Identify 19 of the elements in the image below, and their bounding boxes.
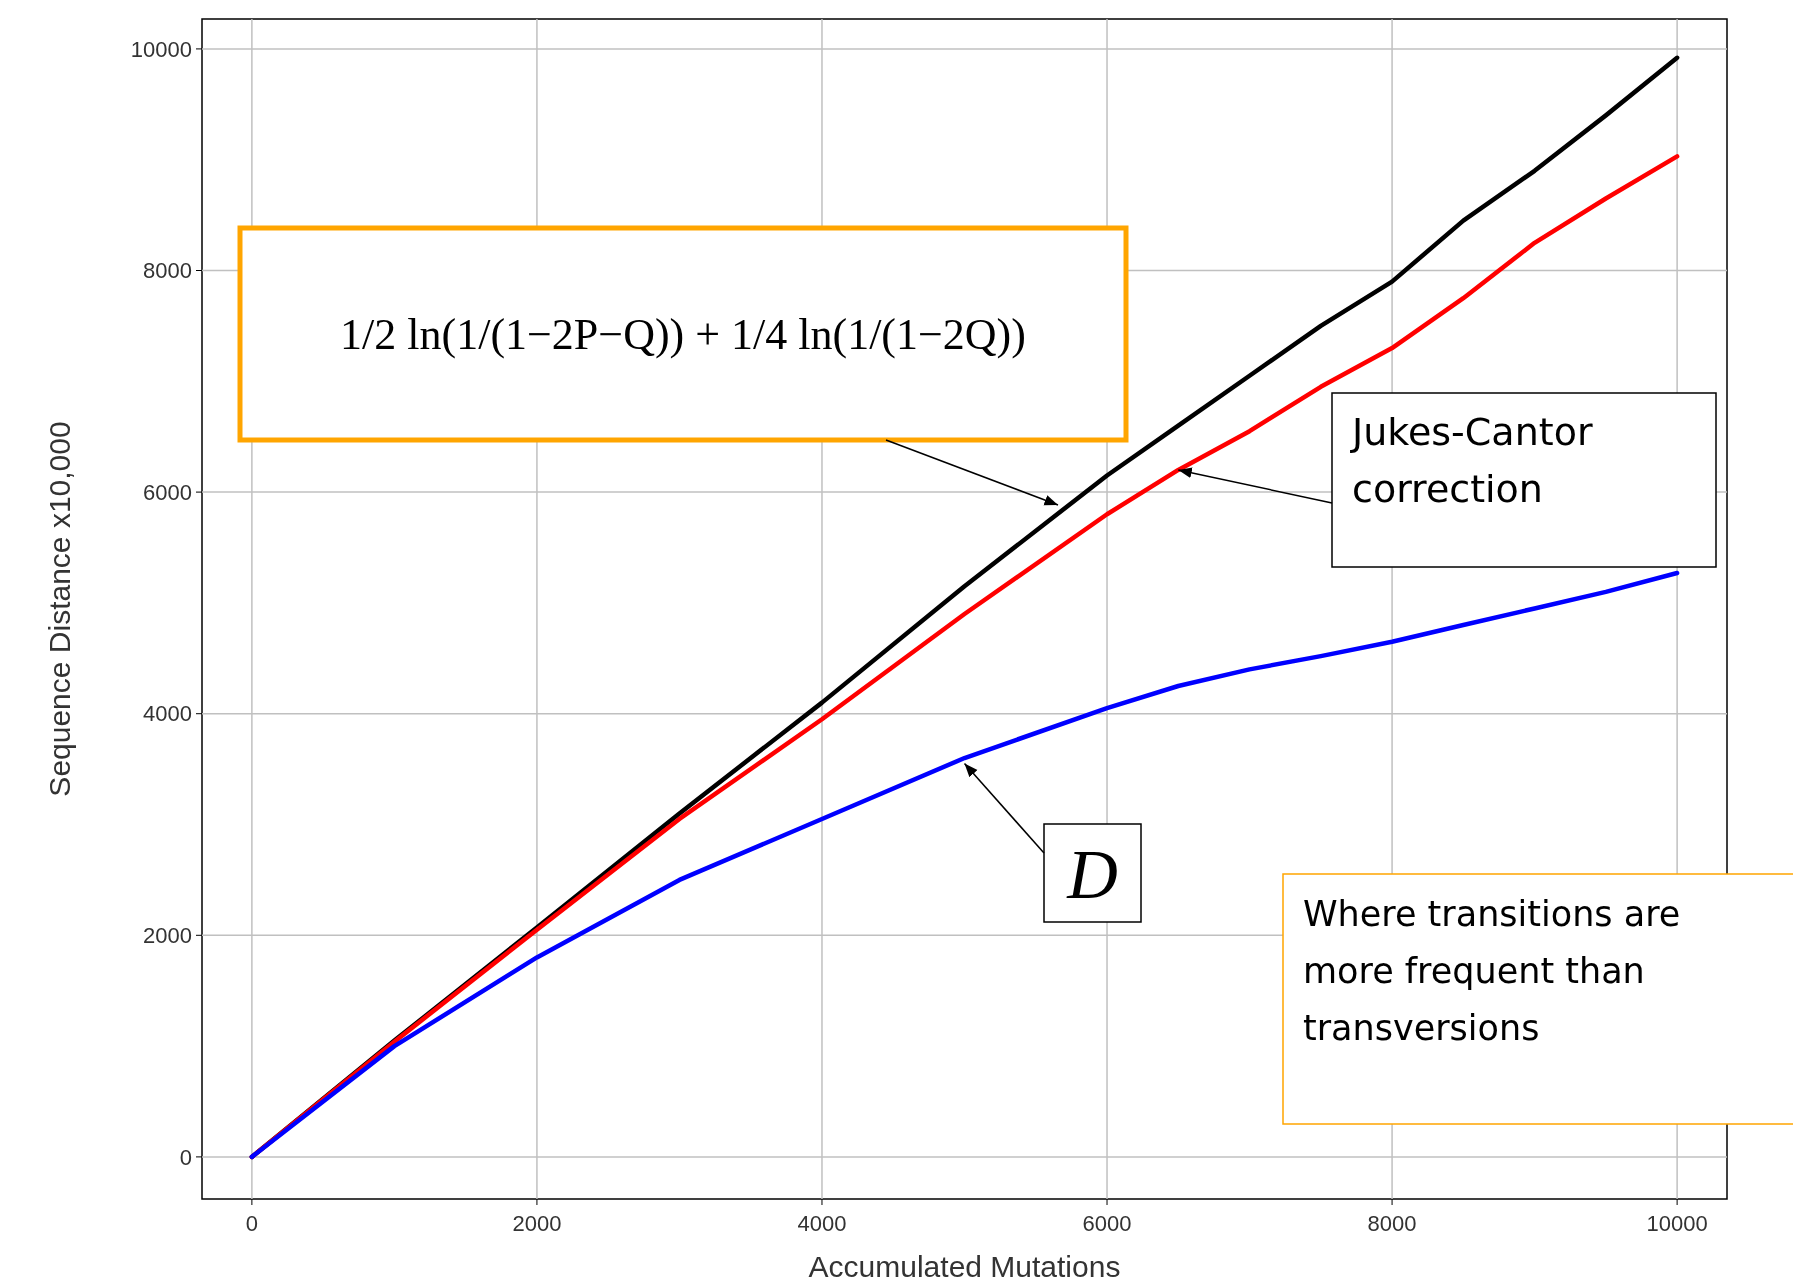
annotation: Where transitions are more frequent than transversions (1303, 894, 1681, 1048)
y-axis-title: Sequence Distance x10,000 (43, 421, 76, 797)
x-tick-label: 10000 (1646, 1211, 1708, 1236)
annotation: 1/2 ln(1/(1−2P−Q)) + 1/4 ln(1/(1−2Q)) (340, 310, 1026, 360)
y-tick-label: 10000 (130, 36, 192, 62)
annotation: D (1066, 835, 1118, 913)
x-tick-label: 2000 (512, 1211, 562, 1236)
y-tick-label: 2000 (143, 923, 192, 948)
x-tick-label: 6000 (1082, 1211, 1132, 1236)
line-series (249, 570, 1680, 1160)
y-tick-label: 8000 (143, 258, 192, 284)
annotation: Jukes-Cantor correction (1350, 410, 1593, 511)
x-tick-label: 0 (245, 1211, 259, 1236)
y-tick-label: 4000 (143, 701, 192, 727)
y-tick-label: 0 (179, 1144, 192, 1170)
x-tick-label: 4000 (797, 1211, 847, 1236)
x-tick-label: 8000 (1367, 1211, 1417, 1236)
x-axis-title: Accumulated Mutations (808, 1250, 1121, 1277)
y-tick-label: 6000 (143, 479, 192, 505)
